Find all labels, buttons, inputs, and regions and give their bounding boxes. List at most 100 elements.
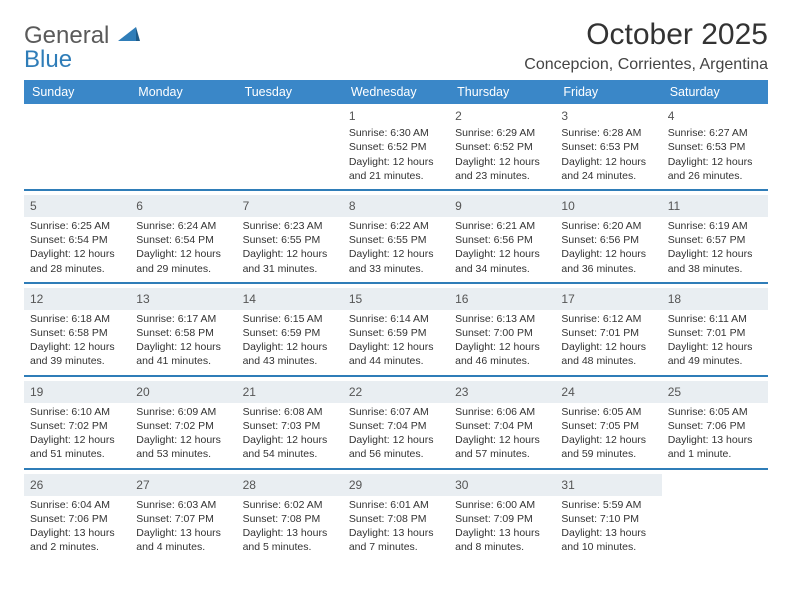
page-container: General Blue October 2025 Concepcion, Co… <box>0 0 792 578</box>
day-cell: 1Sunrise: 6:30 AMSunset: 6:52 PMDaylight… <box>343 104 449 189</box>
sunset-text: Sunset: 7:02 PM <box>136 419 230 433</box>
daylight-text: and 36 minutes. <box>561 262 655 276</box>
daylight-text: Daylight: 12 hours <box>455 340 549 354</box>
day-number: 2 <box>455 108 549 124</box>
daylight-text: Daylight: 12 hours <box>349 155 443 169</box>
daylight-text: and 43 minutes. <box>243 354 337 368</box>
daylight-text: Daylight: 12 hours <box>561 247 655 261</box>
day-number: 11 <box>662 195 768 217</box>
day-cell: 17Sunrise: 6:12 AMSunset: 7:01 PMDayligh… <box>555 284 661 375</box>
sunrise-text: Sunrise: 6:21 AM <box>455 219 549 233</box>
location-text: Concepcion, Corrientes, Argentina <box>524 56 768 74</box>
dow-header: Thursday <box>449 80 555 104</box>
daylight-text: Daylight: 12 hours <box>561 155 655 169</box>
day-number: 25 <box>662 381 768 403</box>
daylight-text: and 26 minutes. <box>668 169 762 183</box>
daylight-text: and 31 minutes. <box>243 262 337 276</box>
day-number: 17 <box>555 288 661 310</box>
day-number: 23 <box>449 381 555 403</box>
day-cell <box>662 470 768 561</box>
day-number: 27 <box>130 474 236 496</box>
day-number: 15 <box>343 288 449 310</box>
daylight-text: and 24 minutes. <box>561 169 655 183</box>
dow-header: Friday <box>555 80 661 104</box>
sunrise-text: Sunrise: 6:20 AM <box>561 219 655 233</box>
brand-text: General Blue <box>24 24 140 72</box>
sunset-text: Sunset: 7:04 PM <box>455 419 549 433</box>
sunrise-text: Sunrise: 6:30 AM <box>349 126 443 140</box>
sunrise-text: Sunrise: 6:15 AM <box>243 312 337 326</box>
sunrise-text: Sunrise: 6:00 AM <box>455 498 549 512</box>
day-cell: 26Sunrise: 6:04 AMSunset: 7:06 PMDayligh… <box>24 470 130 561</box>
dow-header: Wednesday <box>343 80 449 104</box>
dow-header: Monday <box>130 80 236 104</box>
daylight-text: Daylight: 13 hours <box>455 526 549 540</box>
sunset-text: Sunset: 6:53 PM <box>561 140 655 154</box>
sunset-text: Sunset: 7:07 PM <box>136 512 230 526</box>
day-number: 10 <box>555 195 661 217</box>
day-cell: 9Sunrise: 6:21 AMSunset: 6:56 PMDaylight… <box>449 191 555 282</box>
day-number: 24 <box>555 381 661 403</box>
day-cell: 10 Sunrise: 6:20 AMSunset: 6:56 PMDayligh… <box>555 191 661 282</box>
daylight-text: and 33 minutes. <box>349 262 443 276</box>
sunrise-text: Sunrise: 6:10 AM <box>30 405 124 419</box>
sunrise-text: Sunrise: 6:04 AM <box>30 498 124 512</box>
sunset-text: Sunset: 7:04 PM <box>349 419 443 433</box>
sunrise-text: Sunrise: 6:17 AM <box>136 312 230 326</box>
sunset-text: Sunset: 7:06 PM <box>668 419 762 433</box>
daylight-text: Daylight: 12 hours <box>561 340 655 354</box>
sunset-text: Sunset: 7:02 PM <box>30 419 124 433</box>
sunrise-text: Sunrise: 6:13 AM <box>455 312 549 326</box>
day-cell: 27Sunrise: 6:03 AMSunset: 7:07 PMDayligh… <box>130 470 236 561</box>
sunrise-text: Sunrise: 6:22 AM <box>349 219 443 233</box>
day-cell: 22Sunrise: 6:07 AMSunset: 7:04 PMDayligh… <box>343 377 449 468</box>
daylight-text: Daylight: 12 hours <box>30 433 124 447</box>
day-number: 19 <box>24 381 130 403</box>
day-number: 12 <box>24 288 130 310</box>
sunrise-text: Sunrise: 6:05 AM <box>561 405 655 419</box>
day-number: 30 <box>449 474 555 496</box>
daylight-text: Daylight: 13 hours <box>668 433 762 447</box>
sunrise-text: Sunrise: 6:23 AM <box>243 219 337 233</box>
day-cell: 30Sunrise: 6:00 AMSunset: 7:09 PMDayligh… <box>449 470 555 561</box>
day-cell: 18Sunrise: 6:11 AMSunset: 7:01 PMDayligh… <box>662 284 768 375</box>
daylight-text: and 28 minutes. <box>30 262 124 276</box>
sunrise-text: Sunrise: 5:59 AM <box>561 498 655 512</box>
daylight-text: and 34 minutes. <box>455 262 549 276</box>
day-number: 16 <box>449 288 555 310</box>
daylight-text: and 7 minutes. <box>349 540 443 554</box>
sunset-text: Sunset: 6:56 PM <box>455 233 549 247</box>
daylight-text: and 46 minutes. <box>455 354 549 368</box>
sunset-text: Sunset: 6:56 PM <box>561 233 655 247</box>
daylight-text: and 39 minutes. <box>30 354 124 368</box>
day-number: 18 <box>662 288 768 310</box>
daylight-text: and 53 minutes. <box>136 447 230 461</box>
day-cell: 31Sunrise: 5:59 AMSunset: 7:10 PMDayligh… <box>555 470 661 561</box>
day-cell: 16Sunrise: 6:13 AMSunset: 7:00 PMDayligh… <box>449 284 555 375</box>
sunrise-text: Sunrise: 6:08 AM <box>243 405 337 419</box>
sunset-text: Sunset: 6:59 PM <box>349 326 443 340</box>
day-number: 8 <box>343 195 449 217</box>
sunset-text: Sunset: 7:05 PM <box>561 419 655 433</box>
daylight-text: Daylight: 12 hours <box>243 433 337 447</box>
sunset-text: Sunset: 6:55 PM <box>349 233 443 247</box>
day-number: 20 <box>130 381 236 403</box>
daylight-text: Daylight: 12 hours <box>668 155 762 169</box>
day-cell: 29Sunrise: 6:01 AMSunset: 7:08 PMDayligh… <box>343 470 449 561</box>
sunset-text: Sunset: 7:06 PM <box>30 512 124 526</box>
daylight-text: Daylight: 13 hours <box>30 526 124 540</box>
day-number: 5 <box>24 195 130 217</box>
day-number: 22 <box>343 381 449 403</box>
day-cell: 7Sunrise: 6:23 AMSunset: 6:55 PMDaylight… <box>237 191 343 282</box>
dow-header-row: SundayMondayTuesdayWednesdayThursdayFrid… <box>24 80 768 104</box>
sunset-text: Sunset: 6:54 PM <box>136 233 230 247</box>
day-cell: 8Sunrise: 6:22 AMSunset: 6:55 PMDaylight… <box>343 191 449 282</box>
sunrise-text: Sunrise: 6:05 AM <box>668 405 762 419</box>
daylight-text: Daylight: 13 hours <box>349 526 443 540</box>
sunrise-text: Sunrise: 6:29 AM <box>455 126 549 140</box>
sail-icon <box>118 24 140 48</box>
weeks-container: 1Sunrise: 6:30 AMSunset: 6:52 PMDaylight… <box>24 104 768 560</box>
sunrise-text: Sunrise: 6:11 AM <box>668 312 762 326</box>
day-number: 21 <box>237 381 343 403</box>
day-cell: 12Sunrise: 6:18 AMSunset: 6:58 PMDayligh… <box>24 284 130 375</box>
